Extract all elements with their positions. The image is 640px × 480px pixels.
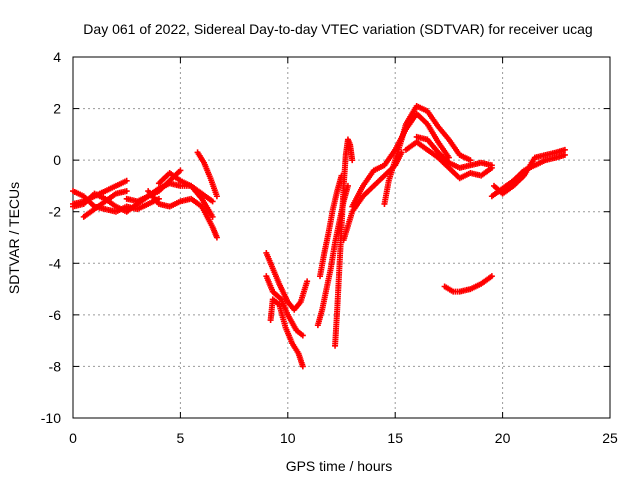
plot-frame xyxy=(72,56,611,419)
chart-title: Day 061 of 2022, Sidereal Day-to-day VTE… xyxy=(83,21,592,37)
data-point xyxy=(299,332,306,339)
x-axis-label: GPS time / hours xyxy=(286,458,393,474)
series-track-7 xyxy=(155,170,216,220)
x-tick-label: 10 xyxy=(280,430,296,446)
y-tick-label: 0 xyxy=(53,152,61,168)
y-tick-label: -8 xyxy=(49,358,62,374)
y-tick-label: -10 xyxy=(41,410,61,426)
data-point xyxy=(488,162,495,169)
data-point xyxy=(123,188,130,195)
series-track-10 xyxy=(263,273,306,339)
x-tick-label: 5 xyxy=(177,430,185,446)
x-tick-label: 0 xyxy=(69,430,77,446)
y-axis-label: SDTVAR / TECUs xyxy=(6,182,22,294)
data-marks xyxy=(70,102,568,370)
data-point xyxy=(213,193,220,200)
y-tick-label: 4 xyxy=(53,49,61,65)
x-tick-label: 20 xyxy=(495,430,511,446)
series-track-19 xyxy=(413,133,495,171)
x-tick-label: 15 xyxy=(387,430,403,446)
series-track-8 xyxy=(194,149,220,200)
data-point xyxy=(488,273,495,280)
tick-labels: 0 5 10 15 20 25 -10 -8 -6 -4 -2 0 2 4 xyxy=(41,49,618,446)
y-tick-label: -2 xyxy=(49,204,62,220)
data-point xyxy=(209,198,216,205)
y-tick-label: 2 xyxy=(53,101,61,117)
series-track-9 xyxy=(263,249,311,313)
y-tick-label: -4 xyxy=(49,255,62,271)
series-track-14 xyxy=(332,136,356,349)
data-point xyxy=(349,157,356,164)
series-track-6 xyxy=(145,188,220,241)
data-point xyxy=(304,278,311,285)
data-point xyxy=(467,157,474,164)
data-point xyxy=(123,177,130,184)
data-point xyxy=(299,363,306,370)
series-track-13 xyxy=(317,172,345,280)
data-point xyxy=(209,213,216,220)
series-track-17 xyxy=(381,102,474,207)
series-track-11 xyxy=(267,296,306,370)
y-tick-label: -6 xyxy=(49,307,62,323)
data-point xyxy=(177,167,184,174)
data-point xyxy=(213,234,220,241)
series-track-22 xyxy=(491,146,568,197)
series-track-20 xyxy=(441,273,495,295)
series-track-4 xyxy=(80,188,130,220)
x-tick-label: 25 xyxy=(602,430,618,446)
data-point xyxy=(561,151,568,158)
grid-lines xyxy=(73,57,610,418)
data-point xyxy=(561,146,568,153)
